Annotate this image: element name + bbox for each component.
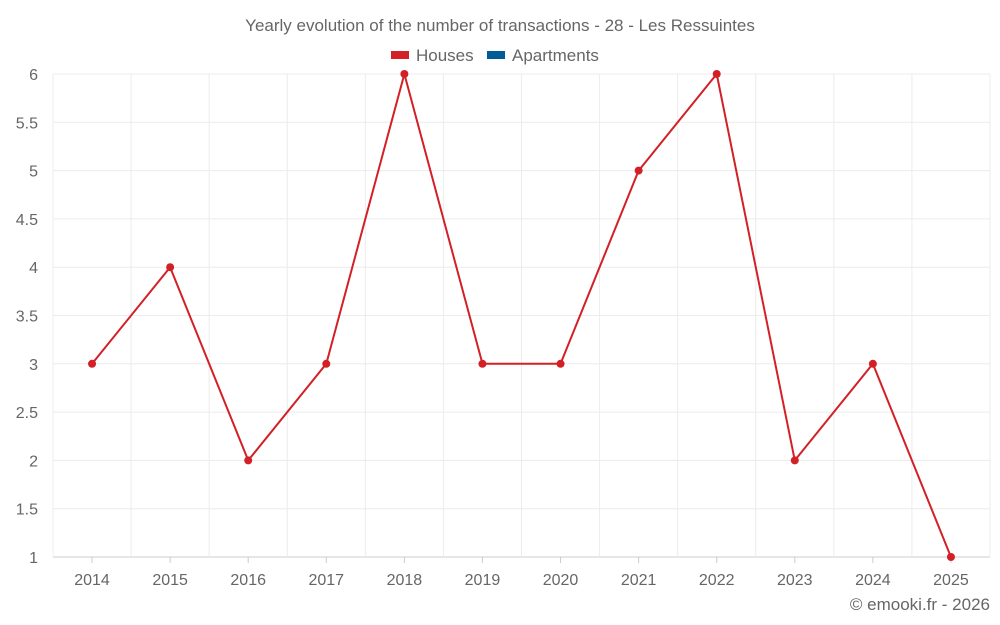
data-point-houses[interactable] [946,553,955,561]
y-tick-label: 4 [29,260,38,277]
series-line-houses [91,73,952,558]
legend-item-houses[interactable]: Houses [391,46,474,65]
y-tick-label: 2.5 [16,405,38,422]
x-tick-label: 2017 [308,572,344,589]
footer-credit: © emooki.fr - 2026 [850,595,990,614]
y-tick-label: 1 [29,550,38,567]
data-point-houses[interactable] [166,263,175,272]
chart-title: Yearly evolution of the number of transa… [245,16,755,35]
data-point-houses[interactable] [244,456,253,465]
data-point-houses[interactable] [556,359,565,368]
y-tick-label: 3 [29,357,38,374]
x-tick-label: 2019 [465,572,501,589]
legend-swatch-houses [391,51,409,59]
legend-item-apartments[interactable]: Apartments [487,46,599,65]
data-point-houses[interactable] [634,166,643,175]
data-point-houses[interactable] [478,359,487,368]
series-houses [88,70,955,561]
y-tick-label: 5.5 [16,115,38,132]
y-tick-label: 2 [29,453,38,470]
data-point-houses[interactable] [790,456,799,465]
x-tick-label: 2021 [621,572,657,589]
data-point-houses[interactable] [712,70,721,78]
x-tick-label: 2022 [699,572,735,589]
legend-label-apartments: Apartments [512,46,599,65]
y-axis-ticks: 1 1.5 2 2.5 3 3.5 4 4.5 5 5.5 6 [16,67,38,567]
data-point-houses[interactable] [868,359,877,368]
legend-swatch-apartments [487,51,505,59]
x-tick-label: 2018 [387,572,423,589]
y-tick-label: 4.5 [16,212,38,229]
x-tick-label: 2025 [933,572,969,589]
legend: Houses Apartments [391,46,599,65]
x-tick-label: 2015 [152,572,188,589]
y-tick-label: 5 [29,164,38,181]
y-tick-label: 3.5 [16,309,38,326]
legend-label-houses: Houses [416,46,474,65]
y-tick-label: 1.5 [16,502,38,519]
grid [52,73,991,558]
data-point-houses[interactable] [400,70,409,78]
x-tick-label: 2020 [543,572,579,589]
x-tick-label: 2024 [855,572,891,589]
x-tick-label: 2014 [74,572,110,589]
x-axis-ticks: 2014 2015 2016 2017 2018 2019 2020 2021 2022 2023… [74,557,969,589]
x-tick-label: 2016 [230,572,266,589]
data-point-houses[interactable] [322,359,331,368]
x-tick-label: 2023 [777,572,813,589]
data-point-houses[interactable] [88,359,97,368]
y-tick-label: 6 [29,67,38,84]
